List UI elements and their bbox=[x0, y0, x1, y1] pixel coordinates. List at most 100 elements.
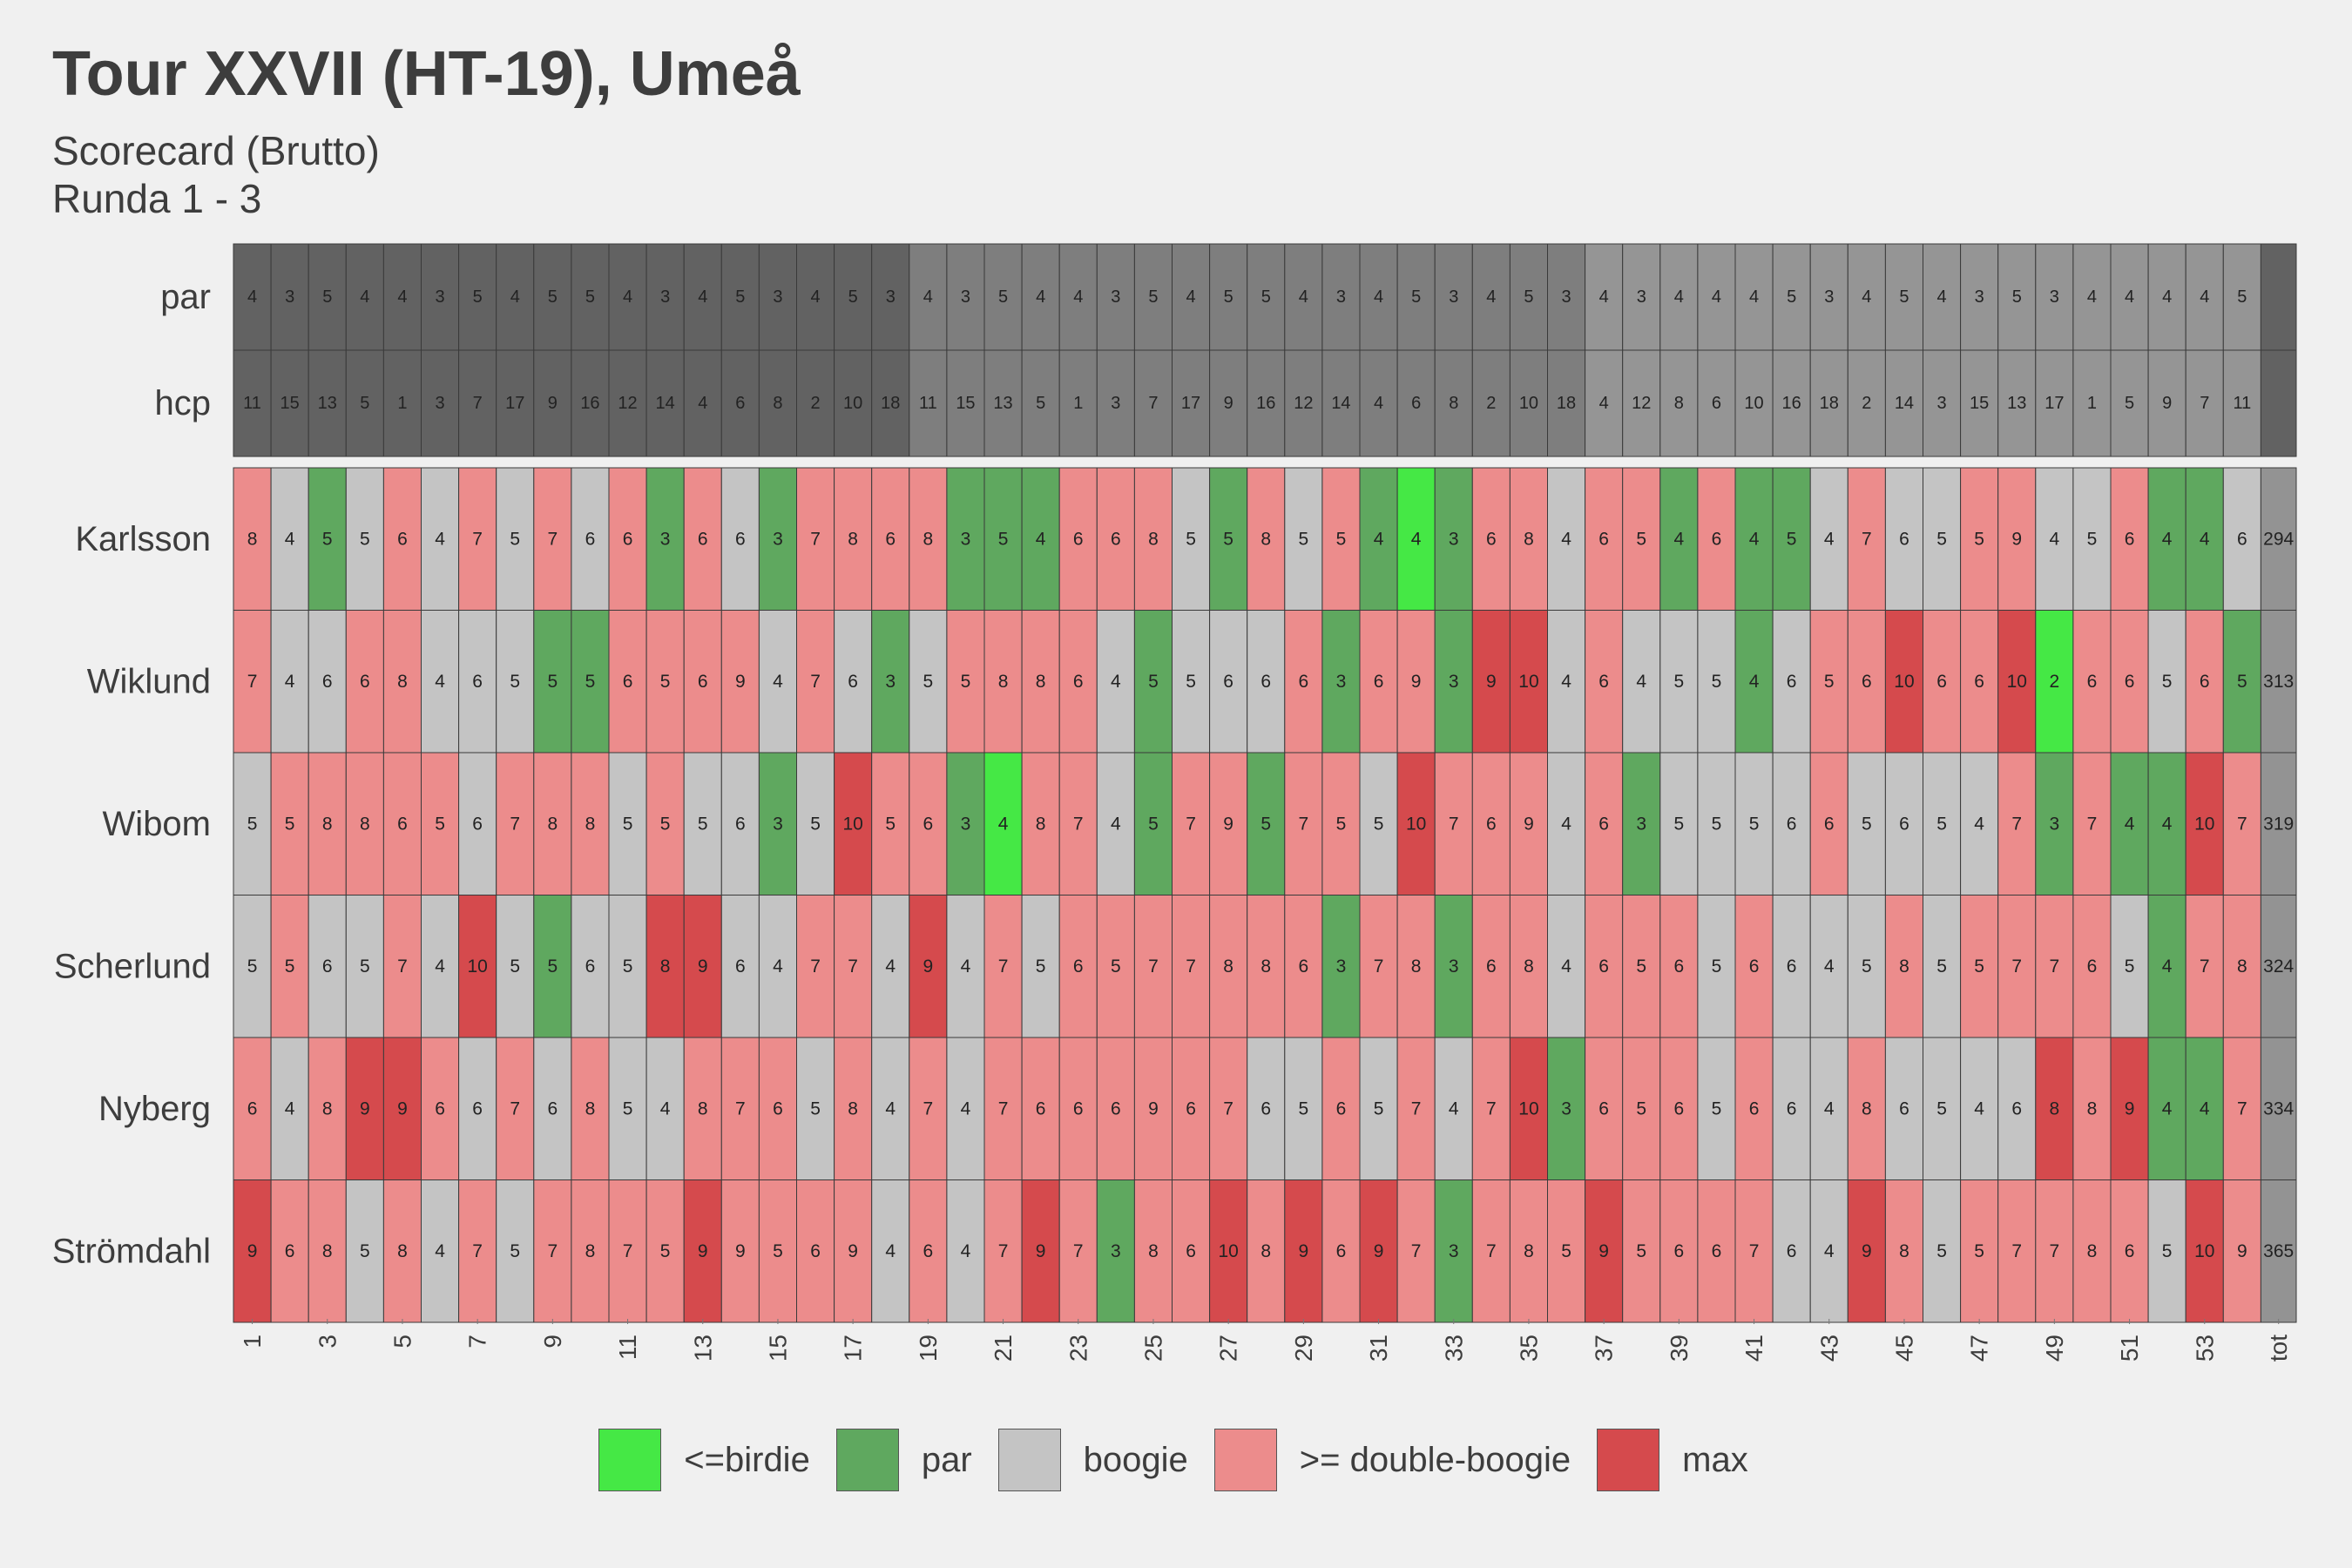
score-value: 6 bbox=[1486, 814, 1497, 834]
total-value: 334 bbox=[2263, 1098, 2294, 1119]
par-value: 4 bbox=[923, 287, 933, 307]
score-value: 7 bbox=[2011, 1241, 2022, 1261]
score-value: 4 bbox=[2162, 1098, 2173, 1119]
score-value: 6 bbox=[1486, 956, 1497, 977]
hcp-value: 8 bbox=[1674, 394, 1684, 413]
subtitle-line-2: Runda 1 - 3 bbox=[52, 176, 262, 221]
score-value: 8 bbox=[585, 1241, 596, 1261]
score-value: 8 bbox=[322, 1098, 333, 1119]
score-value: 5 bbox=[1636, 1098, 1646, 1119]
score-value: 6 bbox=[585, 956, 596, 977]
score-cell bbox=[1960, 610, 1999, 754]
score-value: 8 bbox=[1524, 956, 1534, 977]
par-cell bbox=[871, 243, 910, 351]
total-cell bbox=[2260, 610, 2297, 754]
score-value: 7 bbox=[397, 956, 408, 977]
score-value: 10 bbox=[2194, 1241, 2214, 1261]
score-value: 6 bbox=[1936, 672, 1947, 692]
score-cell bbox=[270, 1037, 309, 1180]
score-cell bbox=[496, 467, 535, 611]
par-value: 3 bbox=[660, 287, 670, 307]
score-value: 6 bbox=[1862, 672, 1872, 692]
score-value: 4 bbox=[2162, 529, 2173, 549]
par-cell bbox=[909, 243, 948, 351]
hcp-cell bbox=[1585, 349, 1624, 457]
score-cell bbox=[720, 895, 760, 1038]
score-cell bbox=[2110, 752, 2149, 896]
score-cell bbox=[983, 1037, 1023, 1180]
score-cell bbox=[1133, 1037, 1173, 1180]
hcp-value: 13 bbox=[993, 394, 1012, 413]
x-tick-label: 39 bbox=[1666, 1335, 1693, 1362]
score-cell bbox=[2072, 752, 2112, 896]
score-value: 5 bbox=[2237, 672, 2247, 692]
hcp-cell bbox=[1809, 349, 1848, 457]
score-cell bbox=[2035, 467, 2074, 611]
score-cell bbox=[458, 1037, 497, 1180]
score-value: 6 bbox=[1974, 672, 1984, 692]
score-cell bbox=[382, 610, 422, 754]
score-value: 6 bbox=[623, 529, 633, 549]
subtitle-line-1: Scorecard (Brutto) bbox=[52, 128, 380, 173]
score-value: 6 bbox=[1598, 672, 1609, 692]
score-value: 8 bbox=[848, 1098, 858, 1119]
score-cell bbox=[796, 752, 835, 896]
score-cell bbox=[496, 752, 535, 896]
score-value: 4 bbox=[885, 1241, 896, 1261]
score-cell bbox=[1960, 467, 1999, 611]
score-cell bbox=[458, 1179, 497, 1323]
x-tick-label: 51 bbox=[2116, 1335, 2143, 1362]
score-cell bbox=[1209, 1037, 1248, 1180]
score-cell bbox=[1247, 1179, 1286, 1323]
hcp-cell bbox=[458, 349, 497, 457]
score-value: 6 bbox=[1674, 1241, 1685, 1261]
score-cell bbox=[1884, 610, 1923, 754]
score-cell bbox=[1021, 1179, 1060, 1323]
score-cell bbox=[345, 895, 384, 1038]
score-cell bbox=[758, 610, 798, 754]
score-cell bbox=[1622, 610, 1661, 754]
score-cell bbox=[1172, 610, 1211, 754]
score-value: 7 bbox=[548, 529, 558, 549]
score-value: 8 bbox=[1524, 1241, 1534, 1261]
score-value: 4 bbox=[1824, 529, 1835, 549]
score-value: 5 bbox=[1374, 1098, 1384, 1119]
score-value: 5 bbox=[660, 814, 671, 834]
score-cell bbox=[1021, 752, 1060, 896]
hcp-cell bbox=[683, 349, 722, 457]
par-value: 4 bbox=[360, 287, 369, 307]
score-cell bbox=[1434, 1037, 1473, 1180]
score-value: 8 bbox=[548, 814, 558, 834]
score-value: 6 bbox=[735, 529, 746, 549]
score-value: 5 bbox=[810, 814, 821, 834]
score-value: 5 bbox=[1636, 956, 1646, 977]
par-value: 4 bbox=[1862, 287, 1871, 307]
score-cell bbox=[345, 467, 384, 611]
hcp-value: 11 bbox=[2233, 394, 2251, 413]
par-value: 5 bbox=[1787, 287, 1796, 307]
par-value: 3 bbox=[961, 287, 970, 307]
score-value: 4 bbox=[961, 956, 971, 977]
player-label: Wiklund bbox=[87, 662, 211, 700]
score-value: 6 bbox=[1598, 956, 1609, 977]
score-value: 5 bbox=[1336, 529, 1347, 549]
par-cell bbox=[1021, 243, 1060, 351]
score-value: 6 bbox=[1749, 956, 1760, 977]
x-tick-label: 41 bbox=[1740, 1335, 1767, 1362]
score-value: 6 bbox=[472, 672, 483, 692]
score-value: 4 bbox=[2200, 529, 2210, 549]
score-value: 9 bbox=[1299, 1241, 1309, 1261]
par-value: 3 bbox=[1111, 287, 1120, 307]
score-cell bbox=[1396, 467, 1436, 611]
par-value: 3 bbox=[1336, 287, 1346, 307]
score-cell bbox=[2110, 1037, 2149, 1180]
legend-label: >= double-boogie bbox=[1299, 1440, 1571, 1479]
score-cell bbox=[2110, 467, 2149, 611]
score-cell bbox=[834, 895, 873, 1038]
legend-swatch bbox=[598, 1429, 662, 1491]
score-value: 10 bbox=[2194, 814, 2214, 834]
score-value: 3 bbox=[1449, 1241, 1459, 1261]
score-value: 6 bbox=[1486, 529, 1497, 549]
score-cell bbox=[1809, 752, 1848, 896]
score-cell bbox=[1960, 1037, 1999, 1180]
